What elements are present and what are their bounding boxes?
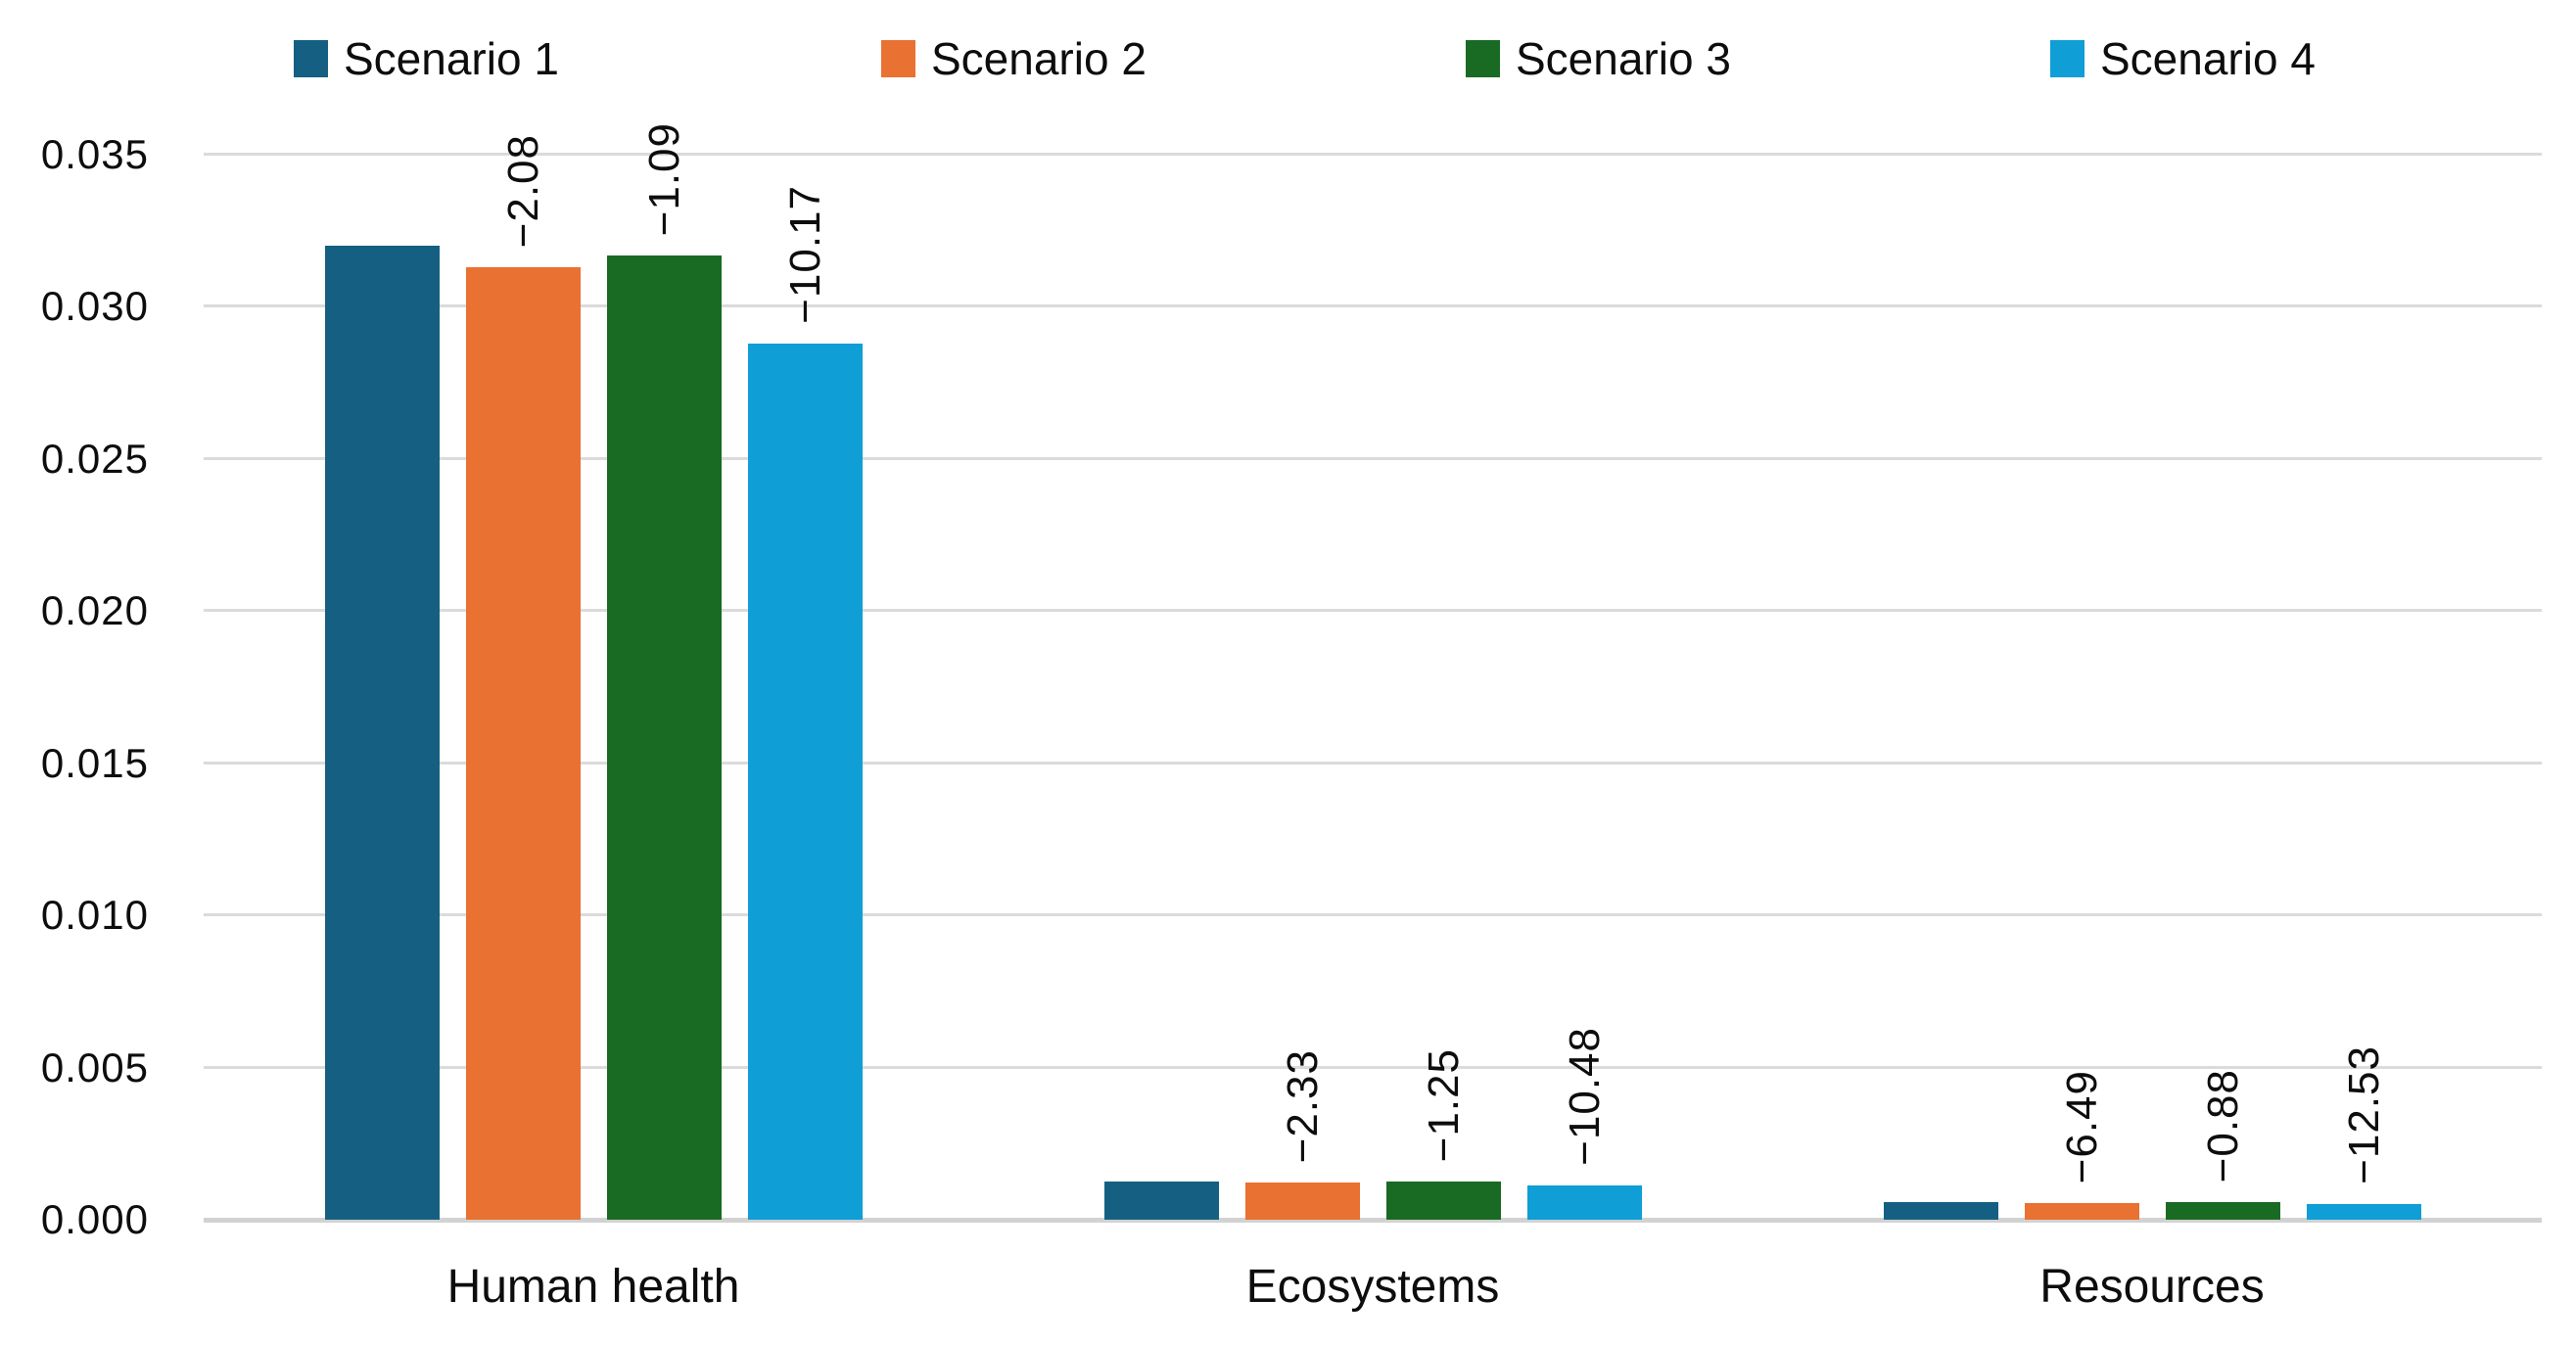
legend-item-scenario-1: Scenario 1	[294, 33, 559, 84]
legend-label: Scenario 3	[1516, 33, 1731, 84]
y-axis-tick-label: 0.035	[40, 131, 149, 177]
bar-scenario-3	[1386, 1182, 1501, 1220]
bar-scenario-3	[2166, 1202, 2280, 1220]
bar-value-label: −6.49	[2058, 1069, 2106, 1183]
bar-value-label: −10.48	[1561, 1027, 1609, 1166]
bar-scenario-1	[325, 246, 440, 1220]
gridline	[204, 913, 2542, 916]
legend: Scenario 1 Scenario 2 Scenario 3 Scenario 4	[0, 0, 2576, 108]
gridline	[204, 304, 2542, 307]
gridline	[204, 762, 2542, 765]
legend-marker-icon	[1466, 40, 1500, 77]
y-axis-tick-label: 0.025	[40, 436, 149, 482]
bar-scenario-3	[607, 255, 722, 1220]
y-axis-tick-label: 0.015	[40, 740, 149, 786]
category-label: Resources	[2039, 1261, 2265, 1313]
bar-value-label: −1.25	[1420, 1047, 1468, 1162]
bar-value-label: −0.88	[2199, 1068, 2247, 1183]
y-axis-tick-label: 0.020	[40, 587, 149, 633]
legend-label: Scenario 4	[2100, 33, 2316, 84]
bar-value-label: −10.17	[781, 185, 829, 324]
y-axis-tick-label: 0.010	[40, 892, 149, 938]
legend-marker-icon	[881, 40, 915, 77]
bar-scenario-1	[1884, 1202, 1998, 1220]
legend-label: Scenario 1	[344, 33, 559, 84]
y-axis-tick-label: 0.005	[40, 1044, 149, 1090]
bar-value-label: −2.08	[499, 133, 547, 248]
gridline	[204, 153, 2542, 156]
bar-value-label: −1.09	[640, 121, 688, 236]
gridline	[204, 609, 2542, 612]
y-axis-tick-label: 0.030	[40, 283, 149, 329]
x-axis-baseline	[204, 1218, 2542, 1223]
bar-scenario-2	[466, 267, 581, 1220]
gridline	[204, 457, 2542, 460]
category-label: Ecosystems	[1245, 1261, 1500, 1313]
legend-label: Scenario 2	[931, 33, 1147, 84]
bar-scenario-2	[2025, 1203, 2139, 1220]
bar-scenario-4	[2307, 1204, 2421, 1220]
bar-scenario-4	[748, 344, 863, 1220]
bar-value-label: −2.33	[1279, 1048, 1327, 1163]
bar-scenario-4	[1527, 1185, 1642, 1220]
y-axis-tick-label: 0.000	[40, 1196, 149, 1242]
bar-scenario-2	[1245, 1183, 1360, 1220]
bar-value-label: −12.53	[2340, 1045, 2388, 1184]
gridline	[204, 1066, 2542, 1069]
legend-marker-icon	[294, 40, 328, 77]
bar-scenario-1	[1104, 1182, 1219, 1220]
category-label: Human health	[446, 1261, 740, 1313]
legend-item-scenario-3: Scenario 3	[1466, 33, 1731, 84]
legend-item-scenario-2: Scenario 2	[881, 33, 1147, 84]
legend-item-scenario-4: Scenario 4	[2050, 33, 2316, 84]
legend-marker-icon	[2050, 40, 2084, 77]
